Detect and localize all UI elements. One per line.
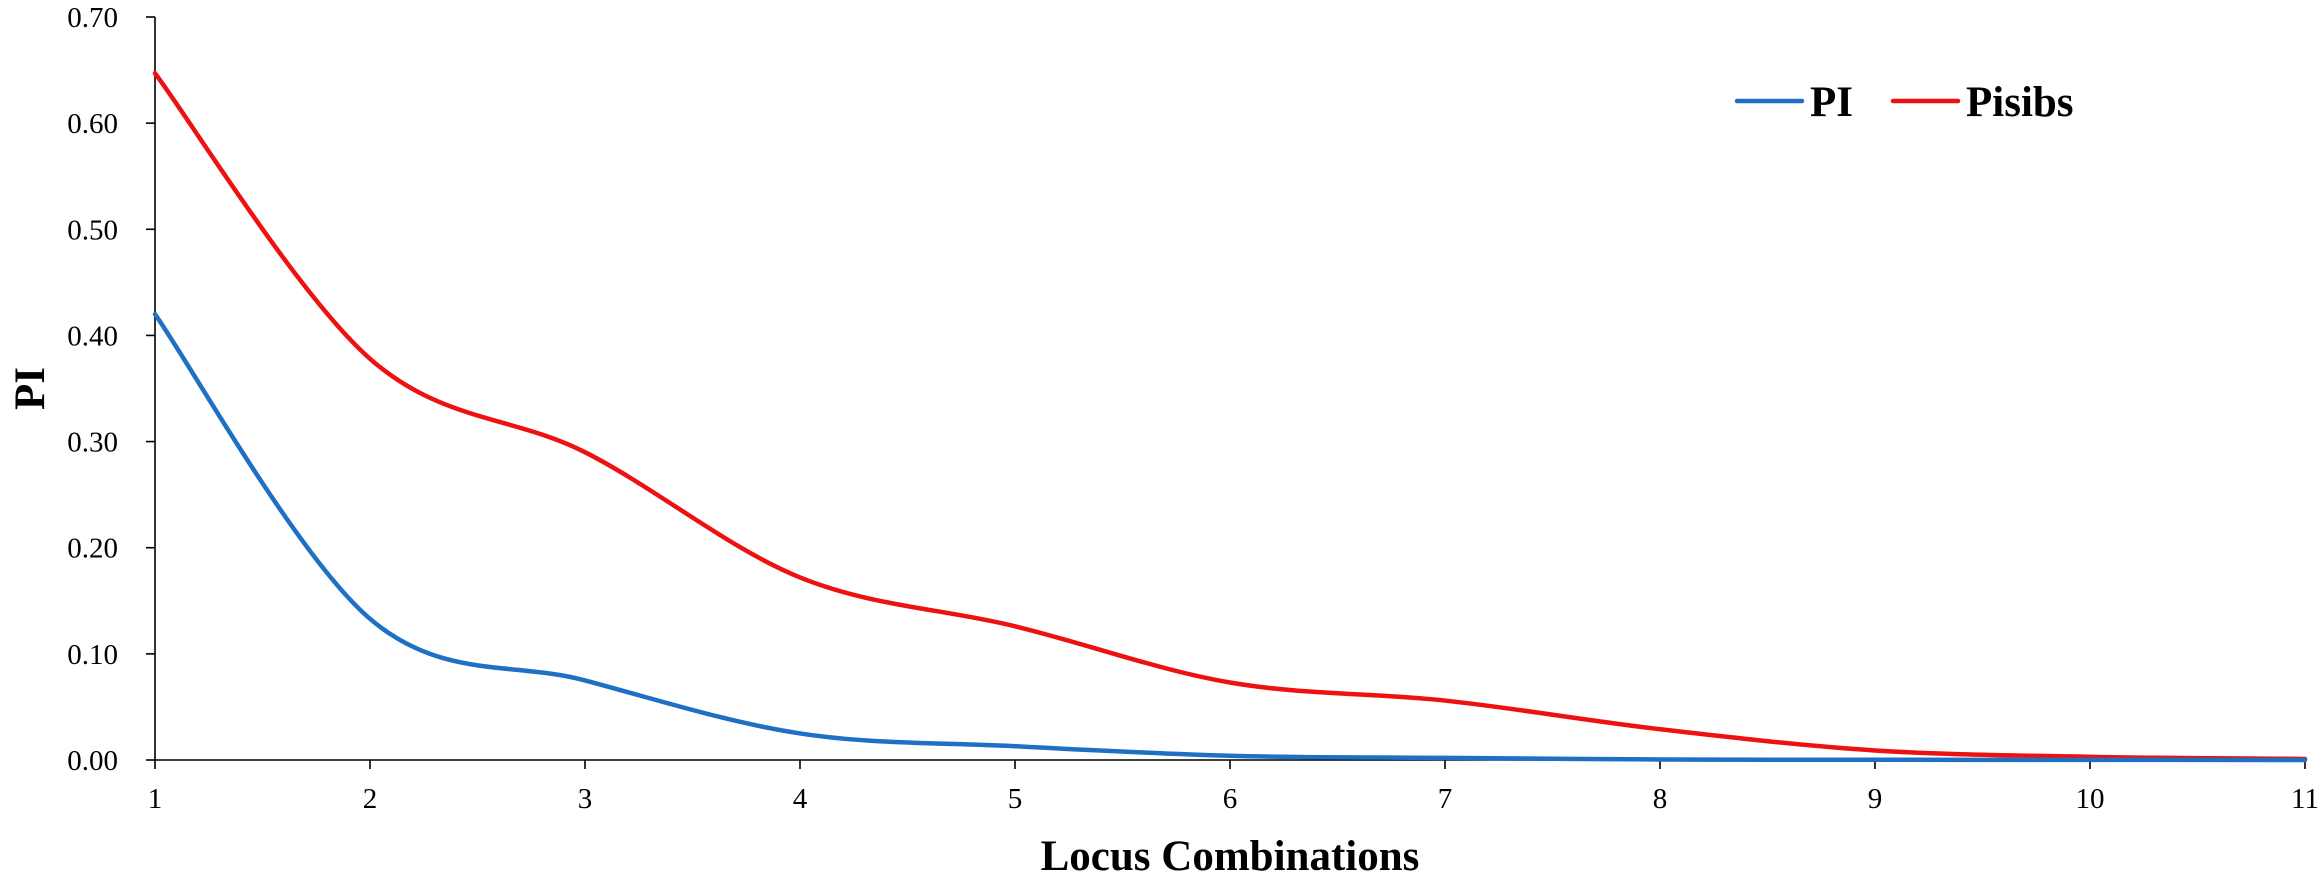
x-tick-label: 3 (578, 783, 593, 815)
y-tick-label: 0.40 (67, 320, 118, 352)
series-line-pi (152, 311, 2308, 763)
legend-label-pi: PI (1810, 79, 1853, 126)
legend-label-pisibs: Pisibs (1966, 79, 2074, 126)
y-tick-label: 0.50 (67, 214, 118, 246)
y-axis-ticks: 0.00 0.10 0.20 0.30 0.40 0.50 0.60 0.70 (67, 2, 155, 777)
y-axis-title: PI (7, 367, 54, 410)
x-axis-title: Locus Combinations (1041, 833, 1420, 879)
x-tick-label: 9 (1868, 783, 1883, 815)
x-tick-label: 6 (1223, 783, 1238, 815)
x-axis-ticks: 1 2 3 4 5 6 7 8 9 10 11 (148, 760, 2319, 815)
y-tick-label: 0.00 (67, 745, 118, 777)
y-tick-label: 0.10 (67, 639, 118, 671)
y-tick-label: 0.20 (67, 533, 118, 565)
series-lines (152, 71, 2308, 763)
legend: PI Pisibs (1734, 79, 2074, 126)
chart-axes (154, 17, 2305, 761)
x-tick-label: 10 (2076, 783, 2105, 815)
x-tick-label: 1 (148, 783, 163, 815)
y-tick-label: 0.70 (67, 2, 118, 34)
x-tick-label: 7 (1438, 783, 1453, 815)
x-tick-label: 2 (363, 783, 378, 815)
series-line-pisibs (152, 71, 2308, 762)
y-tick-label: 0.30 (67, 427, 118, 459)
x-tick-label: 4 (793, 783, 808, 815)
x-tick-label: 11 (2291, 783, 2319, 815)
x-tick-label: 8 (1653, 783, 1668, 815)
y-tick-label: 0.60 (67, 108, 118, 140)
x-tick-label: 5 (1008, 783, 1023, 815)
